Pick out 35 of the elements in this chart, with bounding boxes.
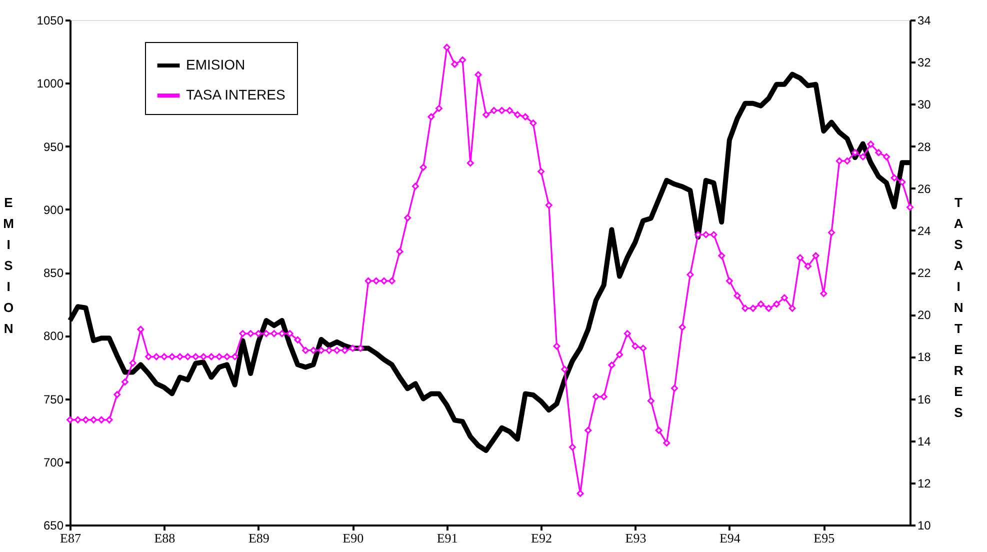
y2-tick-label: 34	[918, 14, 932, 28]
x-tick-label: E88	[154, 530, 176, 546]
y-tick-label: 900	[43, 202, 64, 217]
x-tick-label: E89	[248, 530, 270, 546]
y2-tick-label: 30	[918, 98, 932, 112]
y-axis-title: EMISION	[3, 195, 14, 336]
x-tick-label: E91	[436, 530, 458, 546]
y2-tick-label: 28	[918, 140, 932, 154]
x-tick-label: E92	[531, 530, 552, 546]
y2-tick-label: 22	[918, 266, 932, 280]
y-tick-label: 1000	[36, 76, 64, 91]
y2-tick-label: 10	[918, 518, 932, 532]
y2-tick-label: 26	[918, 182, 932, 196]
x-tick-label: E87	[60, 530, 82, 546]
text: TASA INTERES	[954, 195, 964, 420]
y2-tick-label: 12	[918, 476, 932, 490]
y2-tick-label: 14	[918, 434, 932, 448]
y-tick-label: 800	[43, 329, 64, 344]
y-tick-label: 1050	[36, 14, 64, 28]
y-tick-label: 750	[43, 392, 64, 406]
x-tick-label: E94	[719, 530, 741, 546]
x-tick-label: E93	[625, 530, 646, 546]
y-tick-label: 650	[43, 518, 64, 532]
legend-label: TASA INTERES	[186, 86, 286, 102]
y-tick-label: 950	[43, 140, 64, 154]
legend-label: EMISION	[186, 56, 246, 72]
y2-tick-label: 24	[918, 224, 932, 238]
y-tick-label: 850	[43, 266, 64, 280]
y-tick-label: 700	[43, 455, 64, 470]
x-tick-label: E90	[342, 530, 364, 546]
y2-tick-label: 20	[918, 308, 932, 322]
y2-tick-label: 16	[918, 392, 932, 406]
y2-tick-label: 18	[918, 350, 932, 364]
x-tick-label: E95	[814, 530, 835, 546]
y2-tick-label: 32	[918, 56, 932, 70]
